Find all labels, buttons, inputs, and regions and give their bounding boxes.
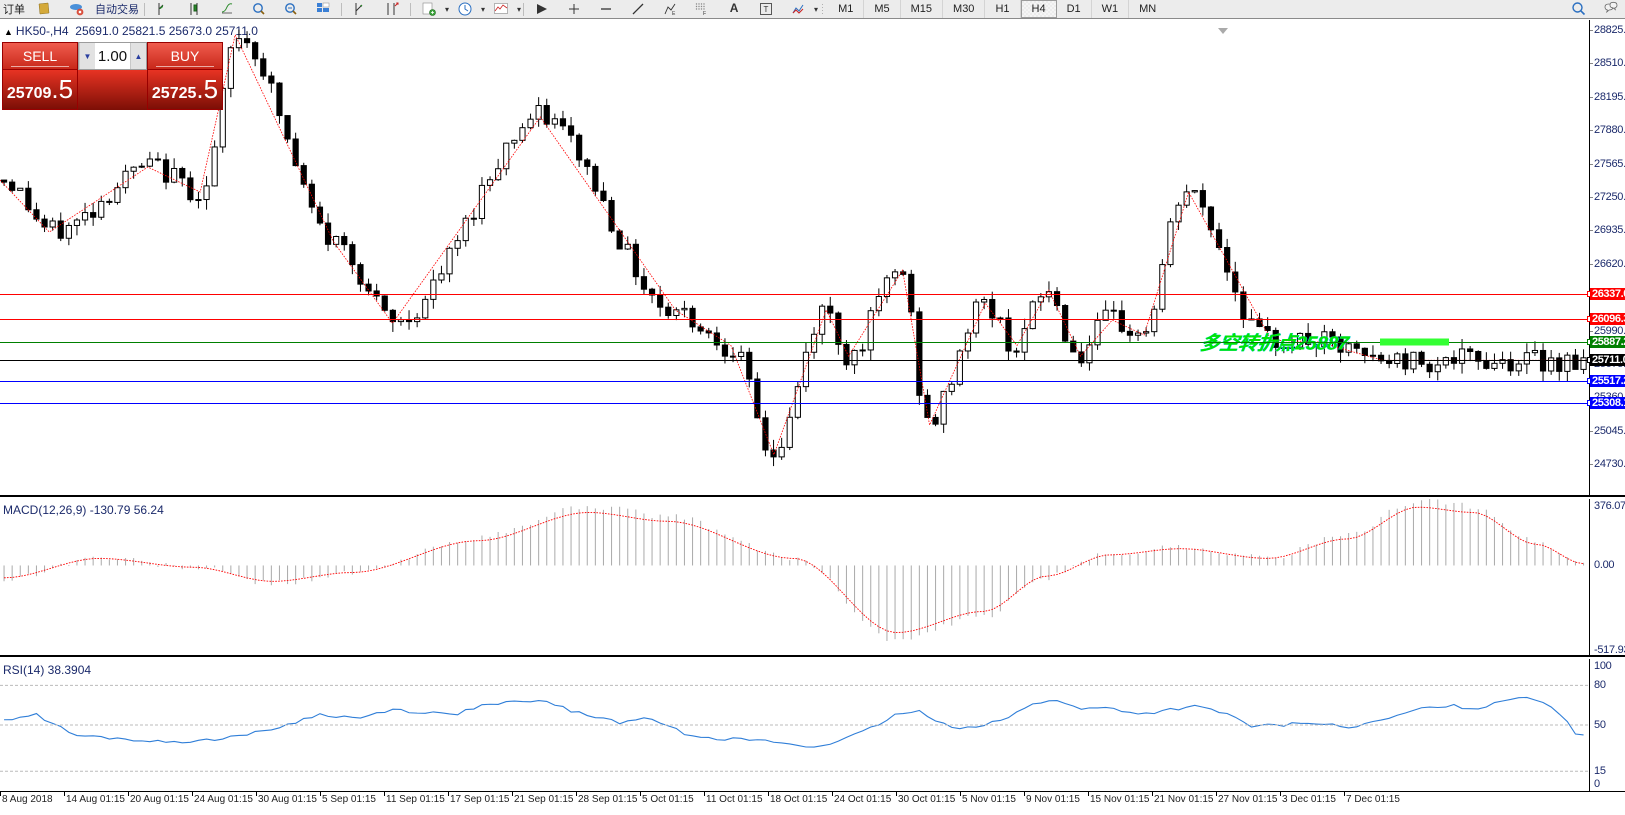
svg-text:E: E <box>672 11 676 17</box>
svg-text:T: T <box>764 5 769 14</box>
svg-text:F: F <box>703 11 706 17</box>
